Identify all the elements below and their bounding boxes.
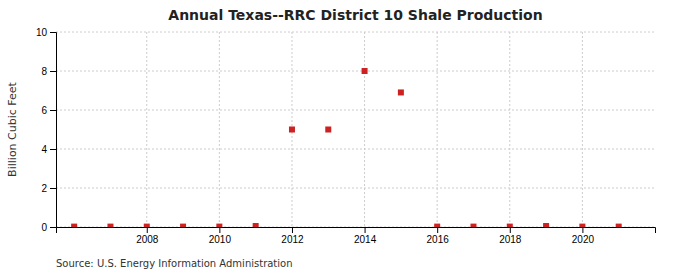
tick-label: 2016	[427, 234, 450, 245]
point	[616, 224, 622, 227]
point	[144, 224, 150, 227]
tick-mark	[292, 227, 293, 233]
tick: 8	[41, 66, 56, 77]
point	[107, 224, 113, 227]
point	[253, 223, 259, 227]
tick: 6	[41, 105, 56, 116]
point	[325, 127, 331, 133]
tick: 2014	[354, 227, 377, 245]
tick: 2012	[281, 227, 304, 245]
point	[289, 127, 295, 133]
x-axis: 2008 2010 2012 2014 2016 2018 2020	[57, 227, 656, 245]
grid-line-x	[509, 32, 510, 227]
point	[579, 224, 585, 227]
tick: 0	[41, 222, 56, 233]
grid-line-y	[56, 110, 655, 111]
tick-mark	[50, 227, 56, 228]
tick-label: 4	[41, 144, 47, 155]
tick: 2008	[136, 227, 159, 245]
point	[362, 68, 368, 74]
grid-line-x	[146, 32, 147, 227]
tick-label: 2010	[209, 234, 232, 245]
source: Source: U.S. Energy Information Administ…	[56, 258, 293, 269]
tick: 4	[41, 144, 56, 155]
grid-line-x	[219, 32, 220, 227]
tick-label: 2018	[499, 234, 522, 245]
tick: 2	[41, 183, 56, 194]
tick: 2016	[427, 227, 450, 245]
grid-line-y	[56, 71, 655, 72]
grid	[56, 32, 655, 227]
tick: 2020	[572, 227, 595, 245]
grid-line-y	[56, 188, 655, 189]
grid-line-x	[582, 32, 583, 227]
tick-label: 2008	[136, 234, 159, 245]
grid-line-y	[56, 32, 655, 33]
points	[71, 68, 622, 227]
tick-mark	[437, 227, 438, 233]
grid-line-y	[56, 149, 655, 150]
tick-label: 2012	[281, 234, 304, 245]
tick-label: 0	[41, 222, 47, 233]
point	[216, 224, 222, 227]
tick-mark	[510, 227, 511, 233]
tick: 2018	[499, 227, 522, 245]
grid-line-x	[364, 32, 365, 227]
tick-label: 6	[41, 105, 47, 116]
tick-mark	[50, 188, 56, 189]
tick-mark	[50, 71, 56, 72]
point	[507, 224, 513, 227]
point	[434, 224, 440, 227]
tick-mark	[219, 227, 220, 233]
tick-label: 10	[36, 27, 48, 38]
tick-mark	[365, 227, 366, 233]
point	[180, 224, 186, 227]
tick-label: 2	[41, 183, 47, 194]
tick-mark	[50, 149, 56, 150]
y-axis-label: Billion Cubic Feet	[6, 81, 19, 176]
point	[543, 223, 549, 227]
tick: 10	[36, 27, 56, 38]
tick-mark	[147, 227, 148, 233]
tick-mark	[582, 227, 583, 233]
tick-label: 8	[41, 66, 47, 77]
axis-line	[50, 33, 57, 228]
title: Annual Texas--RRC District 10 Shale Prod…	[168, 7, 542, 23]
point	[398, 89, 404, 95]
point	[71, 224, 77, 227]
tick-mark	[50, 110, 56, 111]
tick-label: 2020	[572, 234, 595, 245]
axis-line	[57, 228, 656, 234]
chart: 2008 2010 2012 2014 2016 2018 2020 0 2 4 6 8 10 Annua…	[0, 0, 675, 275]
plot: 2008 2010 2012 2014 2016 2018 2020 0 2 4 6 8 10	[36, 27, 656, 245]
y-axis: 0 2 4 6 8 10	[36, 27, 57, 233]
tick-label: 2014	[354, 234, 377, 245]
point	[470, 224, 476, 227]
grid-line-x	[437, 32, 438, 227]
tick-mark	[50, 32, 56, 33]
tick: 2010	[209, 227, 232, 245]
